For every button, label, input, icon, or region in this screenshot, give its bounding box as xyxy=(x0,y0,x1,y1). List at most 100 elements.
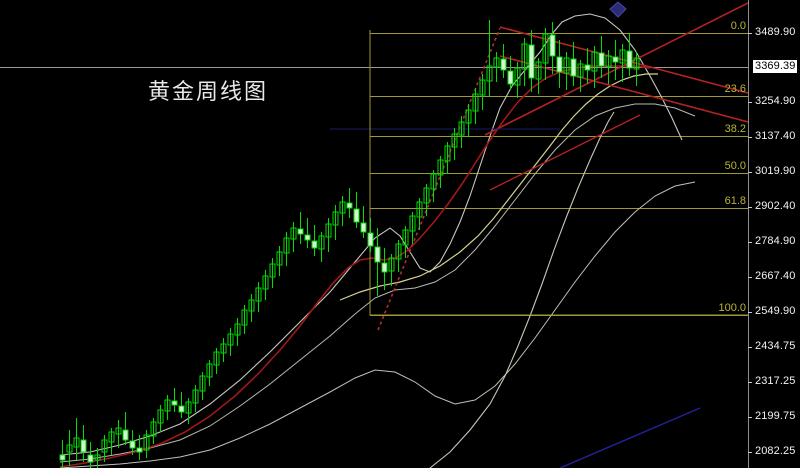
candle[interactable] xyxy=(192,385,199,412)
price-axis-label: 2902.40 xyxy=(755,200,796,212)
candle[interactable] xyxy=(255,282,262,312)
trendline-ascending-lower xyxy=(489,114,641,191)
candle[interactable] xyxy=(381,248,388,290)
candle[interactable] xyxy=(493,52,500,82)
candle[interactable] xyxy=(437,156,444,188)
candle[interactable] xyxy=(605,50,612,84)
candle[interactable] xyxy=(444,142,451,174)
candle[interactable] xyxy=(507,56,514,90)
candle[interactable] xyxy=(388,254,395,286)
candle[interactable] xyxy=(269,258,276,288)
candle[interactable] xyxy=(87,442,94,468)
candle[interactable] xyxy=(129,430,136,455)
candle[interactable] xyxy=(248,294,255,322)
chart-plot-area[interactable]: 黄金周线图 xyxy=(0,0,748,468)
axis-tick xyxy=(748,33,752,34)
fib-label-23-6: 23.6 xyxy=(724,83,746,95)
candle[interactable] xyxy=(360,206,367,238)
candle[interactable] xyxy=(185,398,192,424)
candle[interactable] xyxy=(549,22,556,74)
candle[interactable] xyxy=(178,392,185,418)
candle[interactable] xyxy=(318,232,325,262)
axis-tick xyxy=(748,242,752,243)
candle[interactable] xyxy=(171,388,178,412)
candle[interactable] xyxy=(591,46,598,88)
trendline-layer xyxy=(330,2,748,468)
candle[interactable] xyxy=(633,52,640,86)
candle[interactable] xyxy=(199,372,206,400)
candle[interactable] xyxy=(283,232,290,266)
candle[interactable] xyxy=(353,192,360,228)
candle[interactable] xyxy=(290,222,297,252)
candle[interactable] xyxy=(80,425,87,462)
candle[interactable] xyxy=(276,246,283,276)
candle[interactable] xyxy=(619,44,626,82)
candle[interactable] xyxy=(430,170,437,202)
candle[interactable] xyxy=(479,74,486,110)
candle[interactable] xyxy=(206,360,213,386)
axis-vertical-line xyxy=(748,0,749,468)
candle[interactable] xyxy=(367,218,374,252)
trendline-ascending xyxy=(484,2,748,136)
candle[interactable] xyxy=(535,58,542,94)
candle[interactable] xyxy=(416,198,423,230)
price-axis-label: 3254.90 xyxy=(755,95,796,107)
candle[interactable] xyxy=(626,34,633,76)
candle[interactable] xyxy=(143,430,150,458)
candle[interactable] xyxy=(157,405,164,432)
candle[interactable] xyxy=(164,395,171,420)
candle[interactable] xyxy=(227,328,234,356)
candle[interactable] xyxy=(458,116,465,148)
candle[interactable] xyxy=(577,60,584,92)
candle[interactable] xyxy=(213,348,220,374)
candle[interactable] xyxy=(570,42,577,86)
axis-tick xyxy=(748,137,752,138)
candle[interactable] xyxy=(66,430,73,466)
candle[interactable] xyxy=(472,88,479,124)
candle[interactable] xyxy=(297,212,304,244)
candle[interactable] xyxy=(374,228,381,296)
candle[interactable] xyxy=(612,40,619,80)
candle[interactable] xyxy=(346,188,353,218)
candle[interactable] xyxy=(325,218,332,252)
candle[interactable] xyxy=(122,412,129,445)
chart-top-marker-icon xyxy=(609,1,627,18)
candle[interactable] xyxy=(514,62,521,98)
candle[interactable] xyxy=(451,128,458,160)
candle[interactable] xyxy=(241,305,248,334)
candle[interactable] xyxy=(521,38,528,86)
candlestick-series[interactable] xyxy=(0,0,748,468)
candle[interactable] xyxy=(101,435,108,462)
candle[interactable] xyxy=(395,240,402,272)
candle[interactable] xyxy=(556,40,563,88)
candle[interactable] xyxy=(339,196,346,226)
candle[interactable] xyxy=(486,20,493,96)
candle[interactable] xyxy=(465,104,472,136)
candle[interactable] xyxy=(108,428,115,455)
candle[interactable] xyxy=(563,52,570,90)
candle[interactable] xyxy=(234,318,241,346)
candle[interactable] xyxy=(584,48,591,84)
candle[interactable] xyxy=(115,420,122,448)
candle[interactable] xyxy=(500,44,507,78)
candle[interactable] xyxy=(409,212,416,244)
candle[interactable] xyxy=(528,30,535,92)
chart-watermark-title: 黄金周线图 xyxy=(148,80,269,105)
candle[interactable] xyxy=(150,418,157,444)
current-price-label[interactable]: 3369.39 xyxy=(753,60,798,73)
candle[interactable] xyxy=(423,184,430,216)
candle[interactable] xyxy=(136,435,143,460)
candle[interactable] xyxy=(402,226,409,258)
candle[interactable] xyxy=(332,205,339,240)
candle[interactable] xyxy=(94,448,101,468)
price-axis-pane[interactable]: 3489.90 3254.90 3137.40 3019.90 2902.40 2784.… xyxy=(748,0,800,468)
candle[interactable] xyxy=(542,28,549,80)
candle[interactable] xyxy=(73,418,80,460)
fib-label-0-0: 0.0 xyxy=(730,20,746,32)
candle[interactable] xyxy=(311,225,318,256)
candle[interactable] xyxy=(304,218,311,248)
candle[interactable] xyxy=(598,36,605,78)
candle[interactable] xyxy=(220,338,227,362)
candle[interactable] xyxy=(59,440,66,468)
candle[interactable] xyxy=(262,270,269,300)
